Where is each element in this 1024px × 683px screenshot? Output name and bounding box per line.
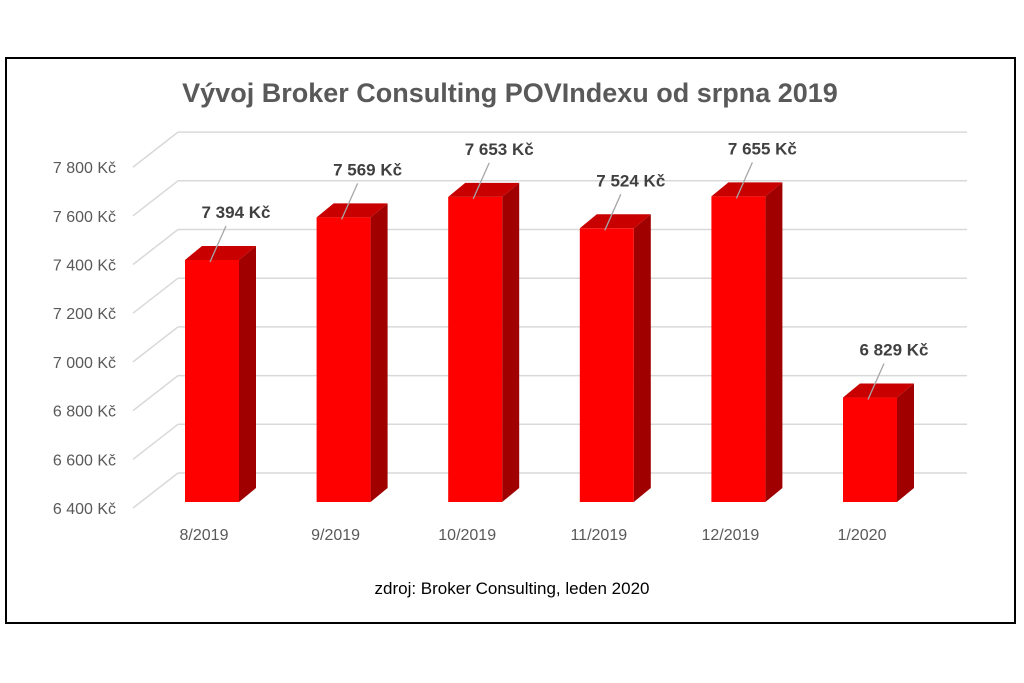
gridline-side	[132, 228, 179, 266]
gridline-side	[132, 131, 179, 168]
data-label-leader	[209, 225, 227, 263]
y-tick-label: 7 800 Kč	[53, 160, 116, 177]
data-label: 7 655 Kč	[728, 139, 797, 158]
bar-top	[843, 383, 914, 398]
data-label: 7 569 Kč	[333, 160, 402, 179]
data-label-leader	[735, 162, 753, 199]
x-tick-label: 11/2019	[570, 527, 627, 544]
data-label-leader	[604, 194, 622, 231]
bar-side	[502, 182, 520, 502]
bar	[448, 196, 503, 502]
bar-top	[579, 214, 651, 229]
y-tick-label: 6 400 Kč	[53, 501, 116, 518]
y-tick-label: 6 600 Kč	[53, 452, 116, 469]
y-tick-label: 6 800 Kč	[53, 404, 116, 421]
x-tick-label: 12/2019	[701, 527, 759, 544]
bar	[316, 217, 371, 502]
gridline-side	[132, 375, 179, 412]
gridline-side	[132, 472, 179, 509]
bar-top	[316, 203, 388, 218]
bar-top	[185, 245, 256, 260]
bar	[579, 228, 634, 502]
y-tick-label: 7 400 Kč	[53, 258, 116, 275]
y-tick-label: 7 600 Kč	[53, 209, 116, 226]
y-tick-label: 7 000 Kč	[53, 355, 116, 372]
x-tick-label: 1/2020	[838, 527, 887, 544]
y-tick-label: 7 200 Kč	[53, 306, 116, 323]
source-note: zdroj: Broker Consulting, leden 2020	[375, 579, 650, 598]
data-label: 7 524 Kč	[596, 171, 665, 190]
bar-top	[448, 182, 520, 197]
gridline-side	[132, 423, 179, 460]
bar-side	[765, 182, 783, 502]
x-tick-label: 10/2019	[438, 527, 496, 544]
gridline-side	[132, 180, 179, 217]
gridline-side	[132, 326, 179, 363]
bar-side	[239, 245, 256, 502]
bar-side	[633, 214, 651, 502]
bar	[843, 397, 897, 502]
bar	[185, 259, 239, 502]
bar-side	[370, 203, 388, 502]
data-label-leader	[867, 363, 885, 400]
data-label: 7 653 Kč	[465, 140, 534, 159]
data-label-leader	[472, 162, 490, 200]
bar	[711, 196, 766, 502]
bar-top	[711, 182, 783, 197]
x-tick-label: 8/2019	[180, 527, 229, 544]
data-label-leader	[341, 183, 359, 220]
gridline-side	[132, 277, 179, 314]
data-label: 6 829 Kč	[860, 341, 929, 360]
chart-frame	[5, 57, 1016, 624]
bar-side	[897, 383, 914, 502]
data-label: 7 394 Kč	[202, 203, 271, 222]
x-tick-label: 9/2019	[311, 527, 360, 544]
chart-title: Vývoj Broker Consulting POVIndexu od srp…	[182, 78, 838, 108]
